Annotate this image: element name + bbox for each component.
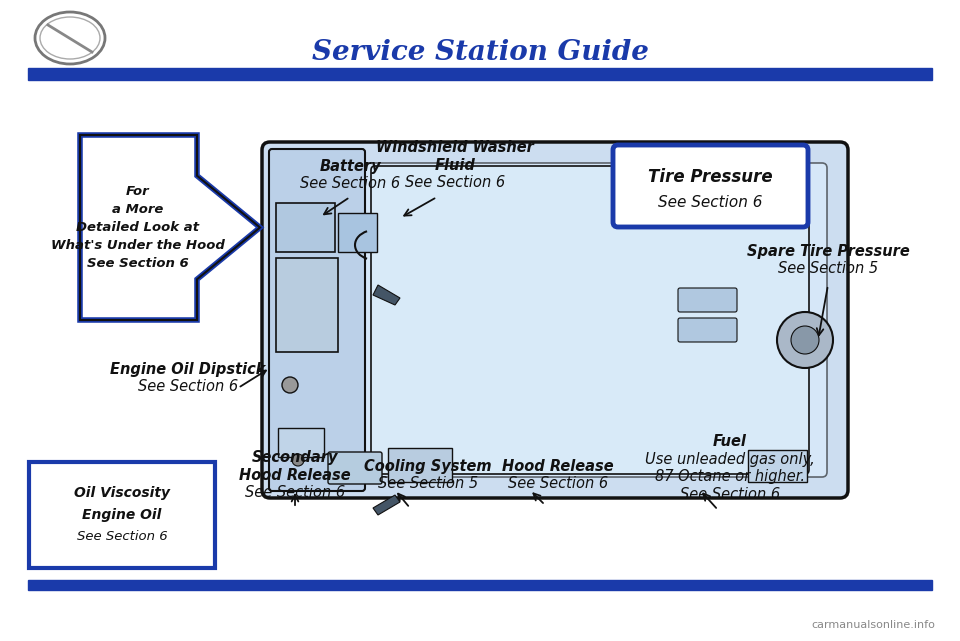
Circle shape [791, 326, 819, 354]
Text: See Section 5: See Section 5 [378, 476, 478, 492]
Text: Tire Pressure: Tire Pressure [648, 168, 773, 186]
Text: 87 Octane or higher.: 87 Octane or higher. [655, 469, 805, 485]
Text: See Section 6: See Section 6 [405, 176, 505, 190]
Text: Secondary: Secondary [252, 449, 338, 465]
Text: See Section 6: See Section 6 [659, 194, 763, 210]
FancyBboxPatch shape [371, 166, 809, 474]
FancyBboxPatch shape [276, 203, 335, 252]
FancyBboxPatch shape [269, 149, 365, 491]
FancyBboxPatch shape [613, 145, 808, 227]
Text: Windshield Washer: Windshield Washer [376, 140, 534, 154]
FancyBboxPatch shape [338, 213, 377, 252]
Bar [28, 68, 932, 80]
Circle shape [777, 312, 833, 368]
Text: For
a More
Detailed Look at
What's Under the Hood
See Section 6: For a More Detailed Look at What's Under… [51, 185, 225, 270]
FancyBboxPatch shape [283, 163, 827, 477]
Text: See Section 6: See Section 6 [300, 176, 400, 192]
Text: Fluid: Fluid [435, 158, 475, 172]
Text: See Section 6: See Section 6 [508, 476, 608, 492]
Text: Cooling System: Cooling System [364, 458, 492, 474]
Text: Spare Tire Pressure: Spare Tire Pressure [747, 244, 909, 258]
Text: Engine Oil Dipstick: Engine Oil Dipstick [110, 362, 266, 376]
Text: See Section 6: See Section 6 [138, 379, 238, 394]
Text: Service Station Guide: Service Station Guide [312, 38, 648, 65]
Text: Engine Oil: Engine Oil [83, 508, 161, 522]
Polygon shape [373, 495, 400, 515]
Text: Hood Release: Hood Release [502, 458, 613, 474]
Text: Battery: Battery [319, 158, 381, 174]
FancyBboxPatch shape [748, 450, 807, 482]
FancyBboxPatch shape [262, 142, 848, 498]
FancyBboxPatch shape [328, 452, 382, 484]
Text: See Section 6: See Section 6 [77, 531, 167, 544]
Text: See Section 5: See Section 5 [778, 262, 878, 276]
FancyBboxPatch shape [678, 318, 737, 342]
Text: Fuel: Fuel [713, 434, 747, 449]
FancyBboxPatch shape [276, 258, 338, 352]
Text: Hood Release: Hood Release [239, 467, 350, 483]
Circle shape [292, 454, 304, 466]
Bar [28, 580, 932, 590]
Text: See Section 6: See Section 6 [245, 485, 345, 501]
Text: Use unleaded gas only,: Use unleaded gas only, [645, 451, 815, 467]
Text: carmanualsonline.info: carmanualsonline.info [811, 620, 935, 630]
Text: Oil Viscosity: Oil Viscosity [74, 486, 170, 500]
Circle shape [282, 377, 298, 393]
FancyBboxPatch shape [29, 462, 215, 568]
FancyBboxPatch shape [278, 428, 324, 457]
FancyBboxPatch shape [388, 448, 452, 482]
FancyBboxPatch shape [678, 288, 737, 312]
Polygon shape [80, 135, 260, 320]
Text: See Section 6: See Section 6 [680, 487, 780, 503]
Polygon shape [373, 285, 400, 305]
